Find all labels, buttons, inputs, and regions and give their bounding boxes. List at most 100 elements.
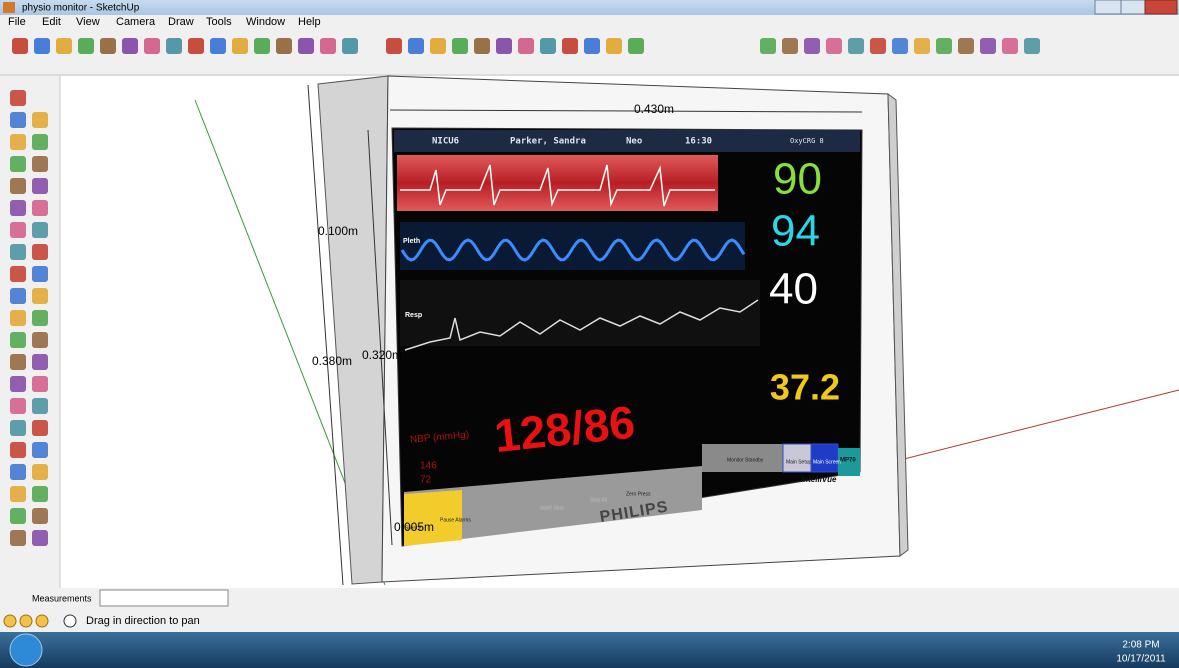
tool-button[interactable] [32, 486, 48, 502]
tool-button[interactable] [166, 38, 182, 54]
tool-button[interactable] [32, 178, 48, 194]
tool-button[interactable] [10, 244, 26, 260]
tool-button[interactable] [10, 508, 26, 524]
tool-button[interactable] [32, 134, 48, 150]
tool-button[interactable] [32, 156, 48, 172]
tool-button[interactable] [408, 38, 424, 54]
tool-button[interactable] [78, 38, 94, 54]
tool-button[interactable] [10, 420, 26, 436]
tool-button[interactable] [980, 38, 996, 54]
tool-button[interactable] [10, 200, 26, 216]
tool-button[interactable] [32, 332, 48, 348]
key-label[interactable]: Monitor Standby [727, 457, 764, 463]
tool-button[interactable] [32, 288, 48, 304]
menu-item[interactable]: Window [246, 16, 285, 28]
maximize-button[interactable] [1121, 0, 1145, 14]
tool-button[interactable] [100, 38, 116, 54]
tool-button[interactable] [32, 310, 48, 326]
tool-button[interactable] [10, 310, 26, 326]
tool-button[interactable] [32, 420, 48, 436]
key-label[interactable]: Stop All [590, 497, 607, 503]
close-button[interactable] [1145, 0, 1177, 14]
tool-button[interactable] [540, 38, 556, 54]
tool-button[interactable] [826, 38, 842, 54]
tool-button[interactable] [10, 486, 26, 502]
tool-button[interactable] [386, 38, 402, 54]
tool-button[interactable] [1024, 38, 1040, 54]
tool-button[interactable] [32, 266, 48, 282]
tool-button[interactable] [10, 288, 26, 304]
tool-button[interactable] [782, 38, 798, 54]
tool-button[interactable] [32, 112, 48, 128]
key-label[interactable]: Zero Press [626, 491, 651, 497]
tool-button[interactable] [32, 376, 48, 392]
tool-button[interactable] [144, 38, 160, 54]
tool-button[interactable] [276, 38, 292, 54]
measurements-input[interactable] [100, 590, 228, 606]
tool-button[interactable] [760, 38, 776, 54]
tool-button[interactable] [10, 134, 26, 150]
tool-button[interactable] [10, 156, 26, 172]
tool-button[interactable] [32, 442, 48, 458]
tool-button[interactable] [584, 38, 600, 54]
tool-button[interactable] [848, 38, 864, 54]
start-button[interactable] [10, 634, 42, 666]
tool-button[interactable] [32, 354, 48, 370]
tool-button[interactable] [320, 38, 336, 54]
tool-button[interactable] [474, 38, 490, 54]
menu-item[interactable]: Edit [42, 16, 61, 28]
tool-button[interactable] [10, 376, 26, 392]
key-label[interactable]: Start/ Stop [540, 505, 564, 511]
tool-button[interactable] [10, 398, 26, 414]
tool-button[interactable] [188, 38, 204, 54]
tool-button[interactable] [12, 38, 28, 54]
tool-button[interactable] [496, 38, 512, 54]
tool-button[interactable] [32, 530, 48, 546]
menu-item[interactable]: Tools [206, 16, 232, 28]
tool-button[interactable] [958, 38, 974, 54]
key-label[interactable]: Main Setup [786, 459, 812, 465]
tool-button[interactable] [10, 332, 26, 348]
minimize-button[interactable] [1095, 0, 1121, 14]
key-label[interactable]: Pause Alarms [440, 517, 471, 523]
tool-button[interactable] [56, 38, 72, 54]
tool-button[interactable] [32, 244, 48, 260]
key[interactable] [783, 444, 811, 472]
tool-button[interactable] [628, 38, 644, 54]
key-label[interactable]: Silence [405, 525, 422, 531]
menu-item[interactable]: View [76, 16, 100, 28]
tool-button[interactable] [298, 38, 314, 54]
tool-button[interactable] [10, 354, 26, 370]
tool-button[interactable] [34, 38, 50, 54]
tool-button[interactable] [518, 38, 534, 54]
tool-button[interactable] [32, 222, 48, 238]
tool-button[interactable] [936, 38, 952, 54]
tool-button[interactable] [10, 90, 26, 106]
tool-button[interactable] [562, 38, 578, 54]
tool-button[interactable] [10, 442, 26, 458]
tool-button[interactable] [10, 178, 26, 194]
tool-button[interactable] [870, 38, 886, 54]
menu-item[interactable]: Draw [168, 16, 194, 28]
key[interactable] [811, 444, 838, 472]
tool-button[interactable] [342, 38, 358, 54]
tool-button[interactable] [452, 38, 468, 54]
tool-button[interactable] [892, 38, 908, 54]
tool-button[interactable] [10, 222, 26, 238]
tool-button[interactable] [914, 38, 930, 54]
menu-item[interactable]: Help [298, 16, 321, 28]
menu-item[interactable]: Camera [116, 16, 156, 28]
tool-button[interactable] [32, 200, 48, 216]
tool-button[interactable] [32, 508, 48, 524]
tool-button[interactable] [210, 38, 226, 54]
tool-button[interactable] [430, 38, 446, 54]
key-label[interactable]: Main Screen [813, 459, 841, 465]
tool-button[interactable] [32, 464, 48, 480]
tool-button[interactable] [10, 464, 26, 480]
tool-button[interactable] [606, 38, 622, 54]
tool-button[interactable] [232, 38, 248, 54]
tool-button[interactable] [10, 112, 26, 128]
menu-item[interactable]: File [8, 16, 26, 28]
tool-button[interactable] [122, 38, 138, 54]
tool-button[interactable] [32, 398, 48, 414]
